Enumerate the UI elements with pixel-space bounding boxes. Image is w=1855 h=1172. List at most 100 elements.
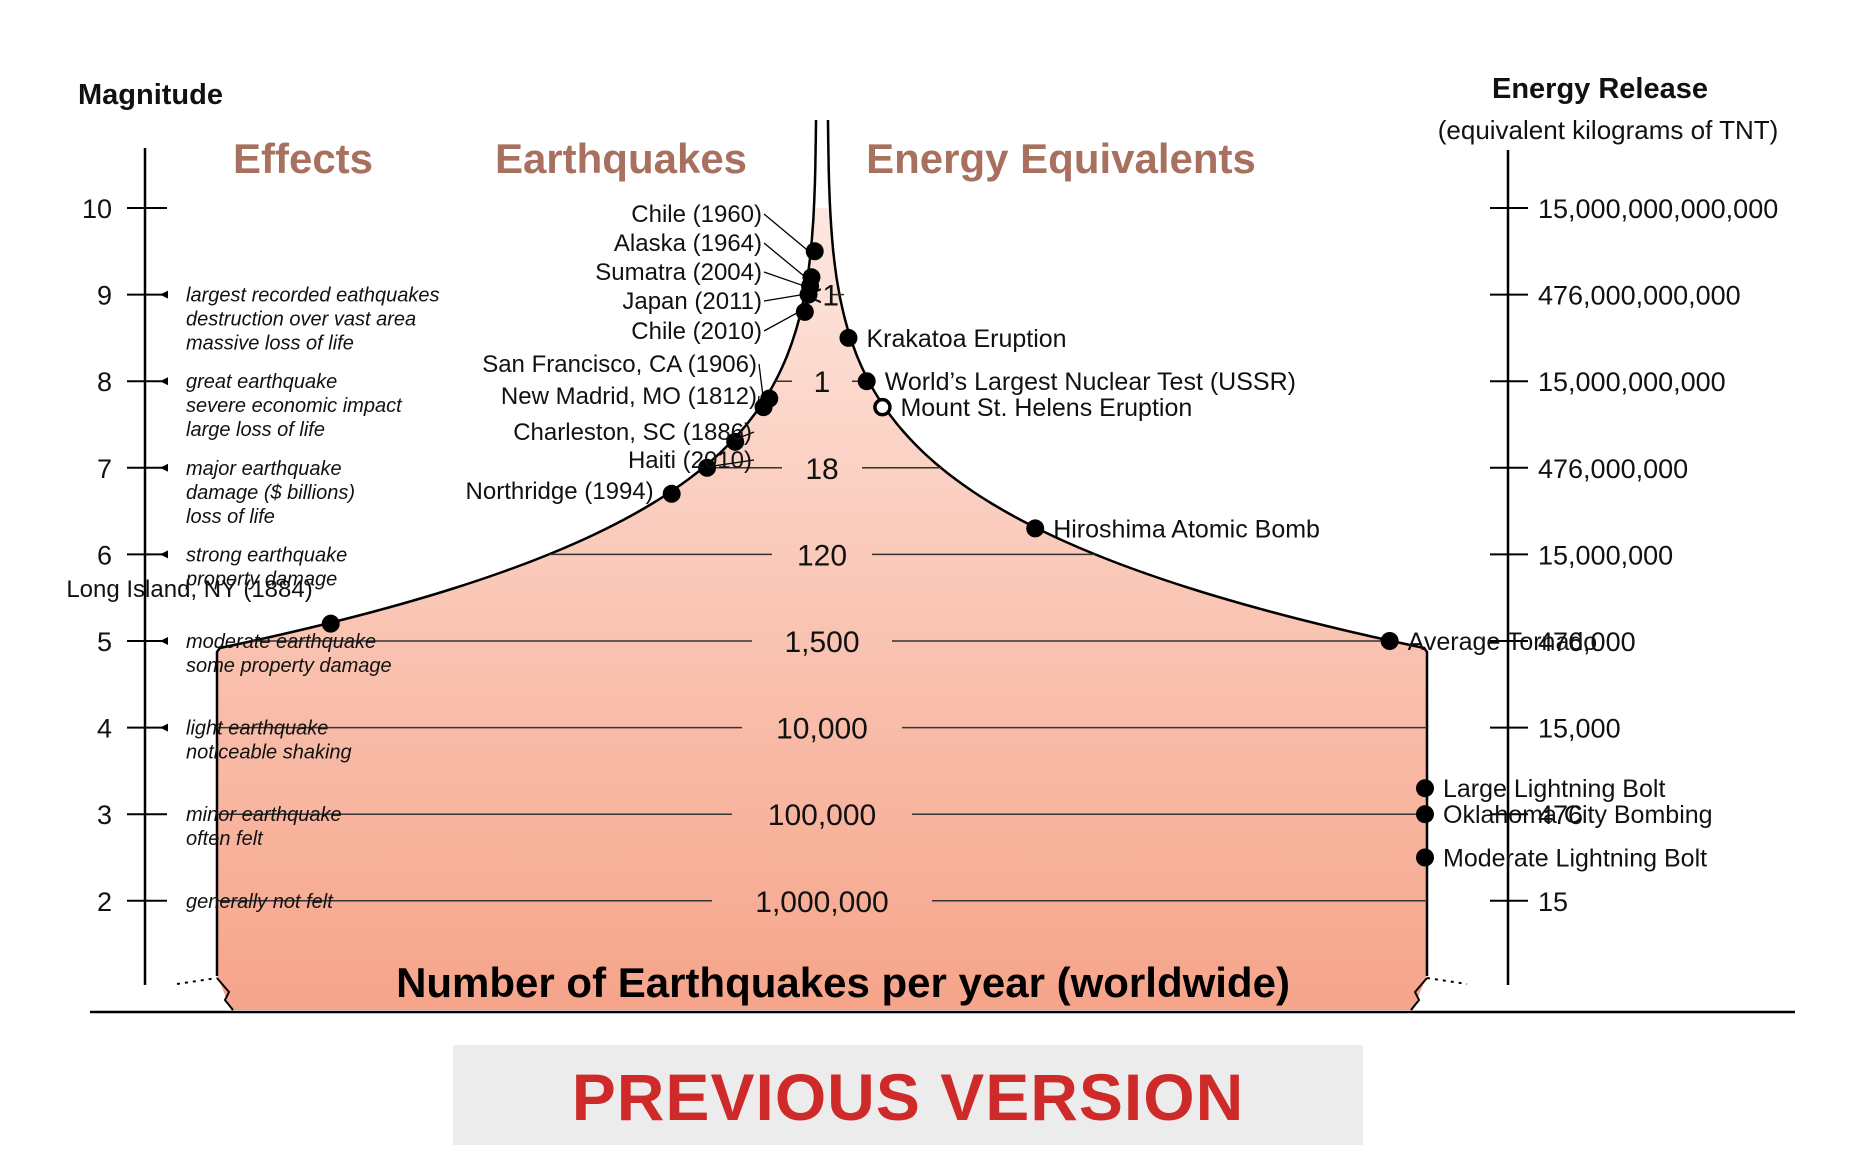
energy-equivalent-markers: Krakatoa Eruption World’s Largest Nuclear… <box>839 325 1713 873</box>
effect-arrow-icon <box>160 550 168 559</box>
energy-tick-label: 15,000,000 <box>1538 540 1673 570</box>
magnitude-tick-label: 10 <box>82 194 112 224</box>
energy-release-subtitle: (equivalent kilograms of TNT) <box>1438 115 1779 145</box>
effect-text: light earthquake <box>186 718 328 740</box>
energy-equivalent-point <box>839 328 858 347</box>
count-label: 1,500 <box>784 626 859 659</box>
energy-equivalent-label: Krakatoa Eruption <box>866 325 1066 353</box>
earthquake-count-funnel <box>217 208 1427 1010</box>
magnitude-tick-label: 5 <box>97 627 112 657</box>
earthquake-leader-line <box>763 271 805 287</box>
energy-equivalent-point <box>1416 805 1434 824</box>
energy-equivalent-point <box>1026 519 1045 538</box>
count-label: 10,000 <box>776 713 868 746</box>
energy-equivalent-point <box>1380 632 1399 650</box>
energy-tick-label: 15 <box>1538 887 1568 917</box>
earthquake-leader-line <box>763 293 803 302</box>
energy-tick-label: 476,000,000 <box>1538 454 1688 484</box>
magnitude-scale: 10 9 8 7 6 5 4 3 2 <box>82 194 167 917</box>
energy-release-header: Energy Release <box>1492 73 1708 105</box>
earthquake-point <box>698 458 717 477</box>
energy-scale: 15,000,000,000,000 476,000,000,000 15,000,… <box>1490 194 1778 917</box>
count-label: 1 <box>814 366 831 399</box>
energy-equivalents-column-title: Energy Equivalents <box>866 135 1256 182</box>
earthquakes-per-year-label: Number of Earthquakes per year (worldwid… <box>396 959 1290 1006</box>
effect-text: major earthquake <box>186 458 342 480</box>
energy-equivalent-label: Moderate Lightning Bolt <box>1443 845 1707 873</box>
earthquake-point <box>795 302 814 321</box>
magnitude-tick-label: 4 <box>97 714 112 744</box>
effect-text: generally not felt <box>186 891 334 913</box>
effect-text: noticeable shaking <box>186 742 352 764</box>
previous-version-text: PREVIOUS VERSION <box>572 1060 1245 1134</box>
earthquake-point <box>321 614 340 633</box>
earthquakes-column-title: Earthquakes <box>495 135 747 182</box>
effect-text: minor earthquake <box>186 804 342 826</box>
magnitude-header: Magnitude <box>78 79 223 111</box>
energy-equivalent-label: Large Lightning Bolt <box>1443 775 1665 803</box>
earthquake-point <box>754 398 773 417</box>
energy-tick-label: 15,000 <box>1538 714 1621 744</box>
earthquake-label: Haiti (2010) <box>628 447 752 474</box>
effect-text: massive loss of life <box>186 333 354 355</box>
effects-column-title: Effects <box>233 135 373 182</box>
funnel-break-left <box>216 977 234 1011</box>
effect-text: property damage <box>185 568 337 590</box>
earthquake-label: Chile (2010) <box>631 318 762 345</box>
energy-tick-label: 15,000,000,000 <box>1538 367 1726 397</box>
earthquake-label: Japan (2011) <box>622 288 762 315</box>
funnel-left-edge <box>215 120 818 976</box>
magnitude-tick-label: 6 <box>97 540 112 570</box>
magnitude-tick-label: 7 <box>97 454 112 484</box>
earthquake-leader-line <box>763 213 810 252</box>
energy-equivalent-point <box>1416 848 1434 867</box>
count-label: 100,000 <box>768 799 876 832</box>
energy-equivalent-label: Hiroshima Atomic Bomb <box>1053 515 1320 543</box>
earthquake-point <box>662 484 681 503</box>
effect-arrow-icon <box>160 463 168 472</box>
effect-arrow-icon <box>160 723 168 732</box>
count-divider-lines <box>217 293 1427 902</box>
magnitude-tick-label: 2 <box>97 887 112 917</box>
energy-equivalent-point <box>857 372 876 391</box>
earthquake-label: Charleston, SC (1886) <box>513 419 752 446</box>
magnitude-tick-label: 9 <box>97 281 112 311</box>
earthquake-point <box>726 432 745 451</box>
energy-equivalent-point <box>1416 779 1434 798</box>
effect-text: moderate earthquake <box>186 631 376 653</box>
energy-equivalent-label: Average Tornado <box>1408 628 1598 656</box>
earthquake-label: Alaska (1964) <box>614 230 762 257</box>
previous-version-banner <box>453 1045 1363 1145</box>
count-label: 120 <box>797 539 847 572</box>
energy-equivalent-label: World’s Largest Nuclear Test (USSR) <box>885 368 1296 396</box>
count-label: 18 <box>805 453 838 486</box>
funnel-break-right <box>1410 977 1428 1011</box>
energy-equivalent-point-hollow <box>873 397 892 417</box>
earthquake-point <box>799 285 818 304</box>
funnel-continuation-left <box>176 977 218 985</box>
effect-text: strong earthquake <box>186 544 347 566</box>
earthquake-label: Sumatra (2004) <box>595 259 762 286</box>
effect-text: severe economic impact <box>186 395 403 417</box>
earthquake-label: Northridge (1994) <box>466 478 654 505</box>
earthquake-leader-line <box>763 242 806 278</box>
energy-tick-label: 476 <box>1538 800 1583 830</box>
energy-equivalent-label: Mount St. Helens Eruption <box>900 394 1192 422</box>
effect-text: loss of life <box>186 506 275 528</box>
energy-equivalent-label: Oklahoma City Bombing <box>1443 801 1713 829</box>
earthquake-markers: Chile (1960)Alaska (1964)Sumatra (2004)J… <box>66 201 824 633</box>
effect-arrow-icon <box>160 377 168 386</box>
energy-tick-label: 15,000,000,000,000 <box>1538 194 1778 224</box>
funnel-right-edge <box>826 120 1429 976</box>
earthquake-label: Long Island, NY (1884) <box>66 576 312 603</box>
earthquake-label: Chile (1960) <box>631 201 762 228</box>
effect-arrow-icon <box>160 637 168 645</box>
funnel-continuation-right <box>1426 977 1468 985</box>
earthquake-leader-line <box>763 311 800 332</box>
energy-tick-label: 476,000 <box>1538 627 1636 657</box>
effect-text: damage ($ billions) <box>186 482 355 504</box>
effect-text: often felt <box>186 828 264 850</box>
